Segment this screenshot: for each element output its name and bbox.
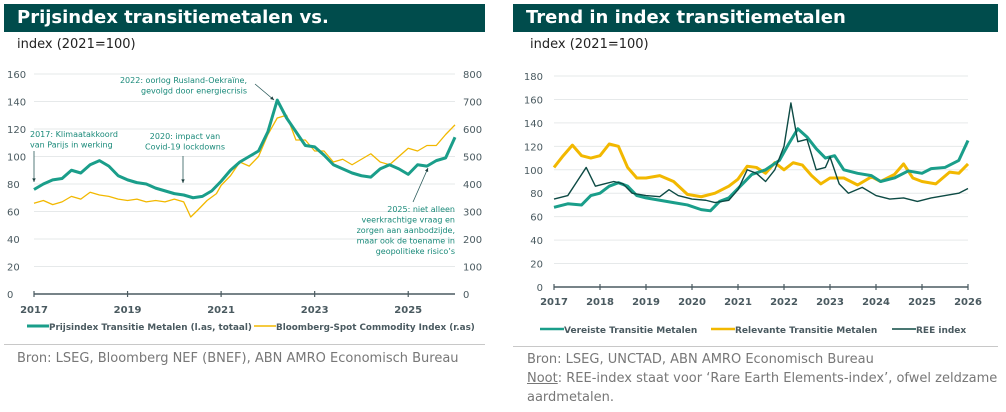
- y-tick-label-right: 600: [463, 125, 482, 136]
- x-tick-label: 2020: [678, 297, 706, 308]
- left-chart: 0 0 20 100 40 200 60 300 80 400 100 500 120 600 140 700…: [7, 70, 482, 333]
- y-tick-label: 120: [524, 142, 543, 153]
- annotation-2025: 2025: niet alleen veerkrachtige vraag en z…: [357, 205, 455, 256]
- y-tick-label-right: 100: [463, 263, 482, 274]
- y-tick-label-left: 140: [7, 98, 26, 109]
- x-tick-label: 2021: [207, 305, 235, 316]
- y-tick-label-left: 100: [7, 153, 26, 164]
- y-tick-label-right: 300: [463, 208, 482, 219]
- x-tick-label: 2018: [586, 297, 614, 308]
- left-source: Bron: LSEG, Bloomberg NEF (BNEF), ABN AM…: [17, 351, 459, 366]
- x-tick-label: 2017: [540, 297, 568, 308]
- y-tick-label-left: 40: [7, 235, 20, 246]
- y-tick-label-right: 200: [463, 235, 482, 246]
- y-tick-label-left: 120: [7, 125, 26, 136]
- right-note: Noot: REE-index staat voor ‘Rare Earth E…: [527, 369, 1002, 407]
- y-tick-label-right: 700: [463, 98, 482, 109]
- x-tick-label: 2019: [632, 297, 660, 308]
- y-tick-label: 60: [530, 213, 543, 224]
- x-tick-label: 2024: [862, 297, 890, 308]
- right-chart: 0 20 40 60 80 100 120 140 160 180 2017 2018 2019 2020…: [524, 72, 982, 336]
- x-tick-label: 2023: [301, 305, 329, 316]
- left-separator: [4, 344, 485, 345]
- legend-label-vereiste: Vereiste Transitie Metalen: [564, 326, 697, 336]
- right-source: Bron: LSEG, UNCTAD, ABN AMRO Economisch …: [527, 350, 1002, 407]
- note-text: : REE-index staat voor ‘Rare Earth Eleme…: [527, 371, 998, 405]
- y-tick-label-left: 80: [7, 180, 20, 191]
- legend-label-relevante: Relevante Transitie Metalen: [735, 326, 877, 336]
- x-tick-label: 2026: [954, 297, 982, 308]
- series-line-ree: [553, 102, 969, 204]
- left-chart-title: Prijsindex transitiemetalen vs. grondsto…: [4, 4, 485, 56]
- series-line-transitie: [33, 98, 457, 200]
- y-tick-label: 20: [530, 260, 543, 271]
- note-label: Noot: [527, 371, 558, 386]
- x-tick-label: 2017: [20, 305, 48, 316]
- annotation-2022-arrowhead: [270, 96, 274, 100]
- annotation-2022: 2022: oorlog Rusland-Oekraïne, gevolgd do…: [120, 76, 247, 96]
- y-tick-label: 160: [524, 95, 543, 106]
- annotation-2022-arrow-line: [254, 83, 275, 101]
- right-chart-title: Trend in index transitiemetalen: [513, 4, 998, 32]
- y-tick-label-right: 800: [463, 70, 482, 81]
- y-tick-label: 140: [524, 119, 543, 130]
- x-tick-label: 2025: [908, 297, 936, 308]
- x-tick-label: 2021: [724, 297, 752, 308]
- x-tick-label: 2023: [816, 297, 844, 308]
- right-separator: [513, 346, 998, 347]
- annotation-2017: 2017: Klimaatakkoord van Parijs in werkin…: [30, 130, 118, 150]
- x-tick-label: 2025: [394, 305, 422, 316]
- y-tick-label: 40: [530, 236, 543, 247]
- annotation-2017-arrowhead: [32, 178, 36, 182]
- y-tick-label-left: 20: [7, 263, 20, 274]
- y-tick-label-right: 500: [463, 153, 482, 164]
- left-chart-subtitle: index (2021=100): [17, 37, 136, 52]
- annotation-2025-arrowhead: [424, 168, 429, 172]
- y-tick-label: 180: [524, 72, 543, 83]
- right-source-line: Bron: LSEG, UNCTAD, ABN AMRO Economisch …: [527, 352, 874, 367]
- legend-label-transitie: Prijsindex Transitie Metalen (l.as, tota…: [49, 323, 252, 333]
- legend-label-ree: REE index: [916, 326, 966, 336]
- annotation-2025-arrow-line: [412, 167, 429, 203]
- legend-label-bloomberg: Bloomberg-Spot Commodity Index (r.as): [276, 323, 475, 333]
- x-tick-label: 2022: [770, 297, 798, 308]
- right-chart-subtitle: index (2021=100): [530, 37, 649, 52]
- annotation-2020-arrowhead: [181, 179, 185, 183]
- y-tick-label: 100: [524, 166, 543, 177]
- x-tick-label: 2019: [114, 305, 142, 316]
- y-tick-label-right: 0: [463, 290, 469, 301]
- y-tick-label-right: 400: [463, 180, 482, 191]
- y-tick-label-left: 60: [7, 208, 20, 219]
- annotation-2020: 2020: impact van Covid-19 lockdowns: [145, 132, 225, 152]
- y-tick-label-left: 160: [7, 70, 26, 81]
- y-tick-label-left: 0: [7, 290, 13, 301]
- y-tick-label: 80: [530, 189, 543, 200]
- y-tick-label: 0: [537, 283, 543, 294]
